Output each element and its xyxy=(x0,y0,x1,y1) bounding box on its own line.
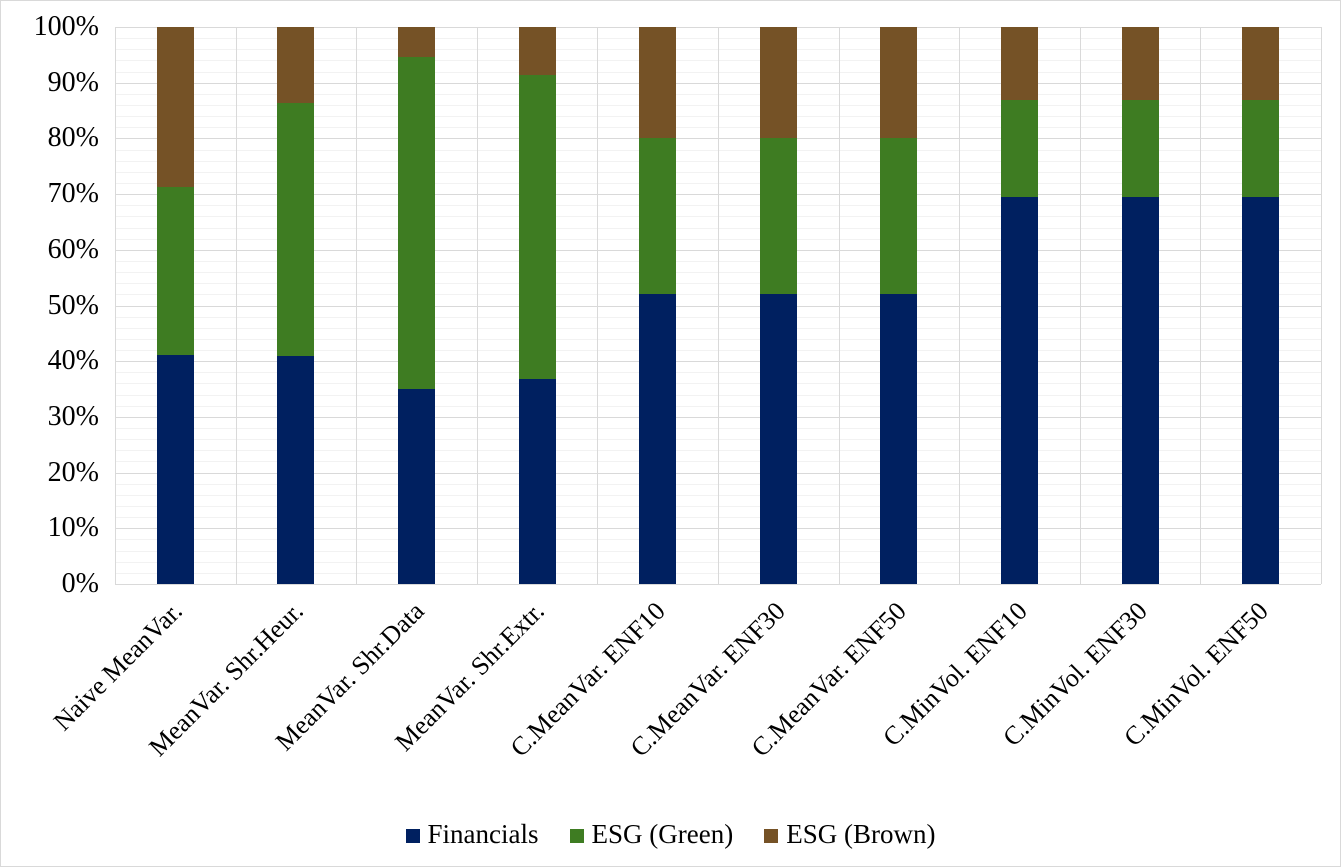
bar-segment-financials xyxy=(639,294,677,584)
y-axis: 0% 10% 20% 30% 40% 50% 60% 70% 80% 90% 100% xyxy=(1,13,99,598)
bar-c-minvol-enf10 xyxy=(1001,27,1038,584)
x-category-label: C.MeanVar. ENF50 xyxy=(745,596,912,763)
x-category-label: C.MinVol. ENF50 xyxy=(1117,596,1274,752)
legend-item-esg-green: ESG (Green) xyxy=(569,819,734,850)
gridline-vertical xyxy=(959,27,960,584)
bar-segment-esg-brown xyxy=(398,27,435,57)
bar-segment-esg-green xyxy=(156,186,194,356)
x-category-label: C.MinVol. ENF30 xyxy=(997,596,1153,752)
y-tick-label: 10% xyxy=(47,512,99,544)
x-category-label: C.MeanVar. ENF10 xyxy=(504,596,671,763)
bar-segment-financials xyxy=(277,355,315,584)
bar-segment-financials xyxy=(880,294,918,584)
y-tick-label: 50% xyxy=(47,289,99,321)
y-tick-label: 80% xyxy=(47,122,99,154)
x-category-label: MeanVar. Shr.Extr. xyxy=(389,596,550,757)
bar-segment-esg-green xyxy=(1242,99,1280,198)
plot-area xyxy=(115,27,1322,585)
legend-item-esg-brown: ESG (Brown) xyxy=(764,819,935,850)
x-category-label: C.MeanVar. ENF30 xyxy=(625,596,792,763)
x-category-label: Naive MeanVar. xyxy=(48,596,189,737)
gridline-vertical xyxy=(1200,27,1201,584)
bar-c-minvol-enf30 xyxy=(1121,27,1159,584)
gridline-vertical xyxy=(1321,27,1322,584)
bar-segment-esg-green xyxy=(639,138,677,295)
y-tick-label: 0% xyxy=(61,568,99,599)
bar-c-meanvar-enf30 xyxy=(759,27,797,584)
bar-segment-esg-green xyxy=(518,74,556,380)
y-tick-label: 70% xyxy=(47,178,99,210)
y-tick-label: 30% xyxy=(47,400,99,432)
y-tick-label: 90% xyxy=(47,66,99,98)
bar-c-meanvar-enf10 xyxy=(639,27,677,584)
legend-swatch-icon xyxy=(764,828,779,843)
bar-naive-meanvar xyxy=(156,27,194,584)
bar-segment-esg-green xyxy=(759,138,797,295)
bar-segment-esg-brown xyxy=(880,27,918,139)
bar-segment-esg-green xyxy=(398,56,435,390)
y-tick-label: 60% xyxy=(47,233,99,265)
gridline-vertical xyxy=(1080,27,1081,584)
bar-segment-esg-green xyxy=(880,138,918,295)
bar-segment-esg-green xyxy=(277,102,315,356)
bar-segment-financials xyxy=(1001,196,1038,584)
bar-segment-esg-brown xyxy=(1242,27,1280,100)
legend-label: ESG (Brown) xyxy=(786,819,936,849)
bar-c-minvol-enf50 xyxy=(1242,27,1280,584)
bar-segment-financials xyxy=(518,379,556,584)
legend-swatch-icon xyxy=(405,828,420,843)
gridline-vertical xyxy=(597,27,598,584)
bar-segment-financials xyxy=(156,355,194,584)
bar-segment-esg-brown xyxy=(1001,27,1038,100)
y-tick-label: 20% xyxy=(47,456,99,488)
bar-meanvar-shr-extr xyxy=(518,27,556,584)
gridline-vertical xyxy=(839,27,840,584)
bar-segment-esg-brown xyxy=(277,27,315,103)
legend-swatch-icon xyxy=(569,828,584,843)
legend-label: ESG (Green) xyxy=(591,819,734,849)
bar-segment-esg-brown xyxy=(639,27,677,139)
bar-segment-esg-brown xyxy=(156,27,194,187)
gridline-vertical xyxy=(718,27,719,584)
gridline-major xyxy=(115,584,1321,585)
x-category-label: MeanVar. Shr.Heur. xyxy=(143,596,309,762)
bar-segment-financials xyxy=(398,389,435,584)
bar-c-meanvar-enf50 xyxy=(880,27,918,584)
y-tick-label: 100% xyxy=(33,11,99,42)
legend: Financials ESG (Green) ESG (Brown) xyxy=(1,819,1340,850)
bar-segment-esg-green xyxy=(1001,99,1038,197)
legend-label: Financials xyxy=(427,819,539,849)
bar-meanvar-shr-data xyxy=(398,27,435,584)
bar-segment-esg-brown xyxy=(518,27,556,75)
bar-segment-financials xyxy=(1242,197,1280,584)
gridline-vertical xyxy=(115,27,116,584)
gridline-vertical xyxy=(477,27,478,584)
legend-item-financials: Financials xyxy=(405,819,539,850)
y-tick-label: 40% xyxy=(47,345,99,377)
gridline-vertical xyxy=(356,27,357,584)
bar-segment-esg-brown xyxy=(1121,27,1159,100)
bar-segment-financials xyxy=(759,294,797,584)
bar-segment-esg-green xyxy=(1121,99,1159,198)
bar-segment-esg-brown xyxy=(759,27,797,139)
x-category-label: C.MinVol. ENF10 xyxy=(876,596,1033,752)
x-category-label: MeanVar. Shr.Data xyxy=(269,596,430,757)
bar-segment-financials xyxy=(1121,197,1159,584)
bar-meanvar-shr-heur xyxy=(277,27,315,584)
gridline-vertical xyxy=(236,27,237,584)
